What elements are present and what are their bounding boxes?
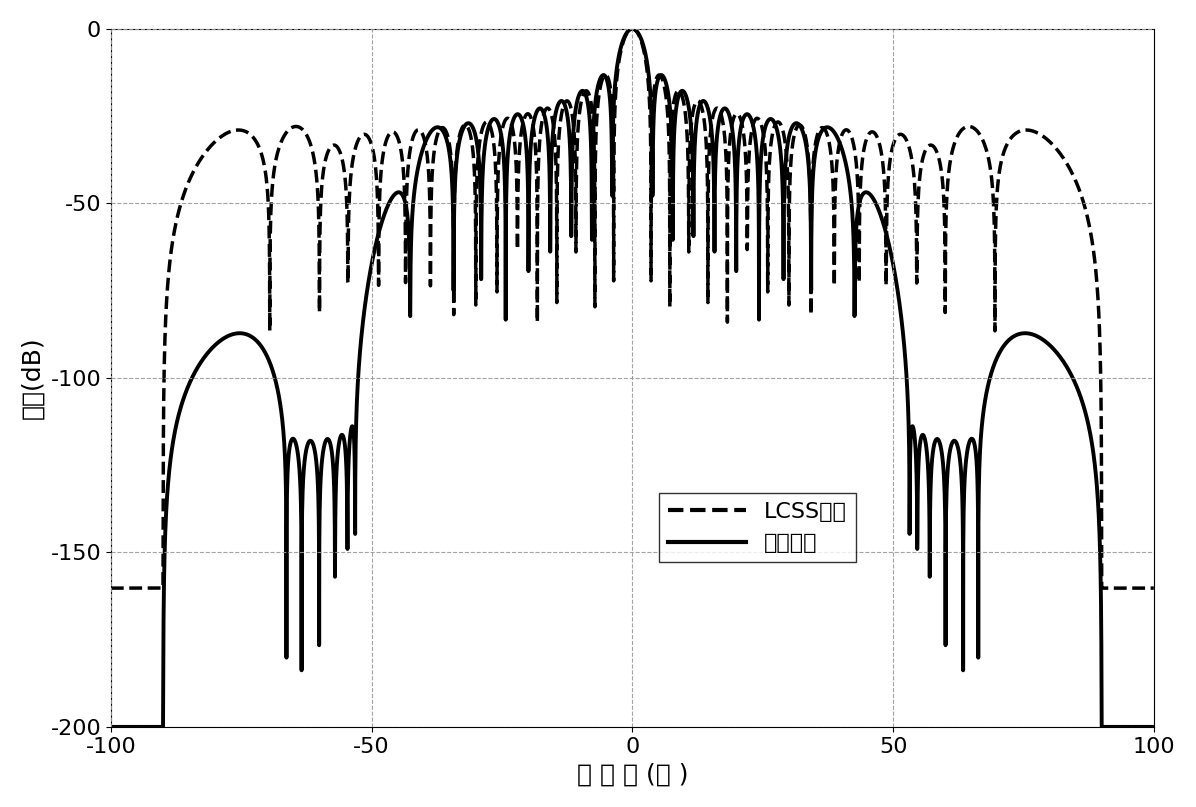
- LCSS方法: [626, 24, 640, 34]
- 所提方法: [352, 365, 366, 374]
- 所提方法: [346, 424, 360, 433]
- 所提方法: [626, 24, 640, 34]
- LCSS方法: [1139, 583, 1153, 593]
- 所提方法: [104, 722, 118, 732]
- 所提方法: [570, 93, 585, 102]
- 所提方法: [1139, 722, 1153, 732]
- LCSS方法: [346, 154, 360, 164]
- LCSS方法: [352, 135, 366, 144]
- X-axis label: 方 位 角 (度 ): 方 位 角 (度 ): [576, 762, 688, 786]
- LCSS方法: [1147, 583, 1161, 593]
- Line: LCSS方法: LCSS方法: [111, 29, 1154, 588]
- Y-axis label: 增益(dB): 增益(dB): [20, 337, 44, 419]
- Legend: LCSS方法, 所提方法: LCSS方法, 所提方法: [659, 493, 855, 562]
- LCSS方法: [104, 583, 118, 593]
- 所提方法: [1147, 722, 1161, 732]
- 所提方法: [496, 157, 511, 166]
- LCSS方法: [356, 129, 371, 139]
- 所提方法: [356, 308, 371, 318]
- Line: 所提方法: 所提方法: [111, 29, 1154, 727]
- LCSS方法: [496, 119, 511, 128]
- LCSS方法: [570, 121, 585, 131]
